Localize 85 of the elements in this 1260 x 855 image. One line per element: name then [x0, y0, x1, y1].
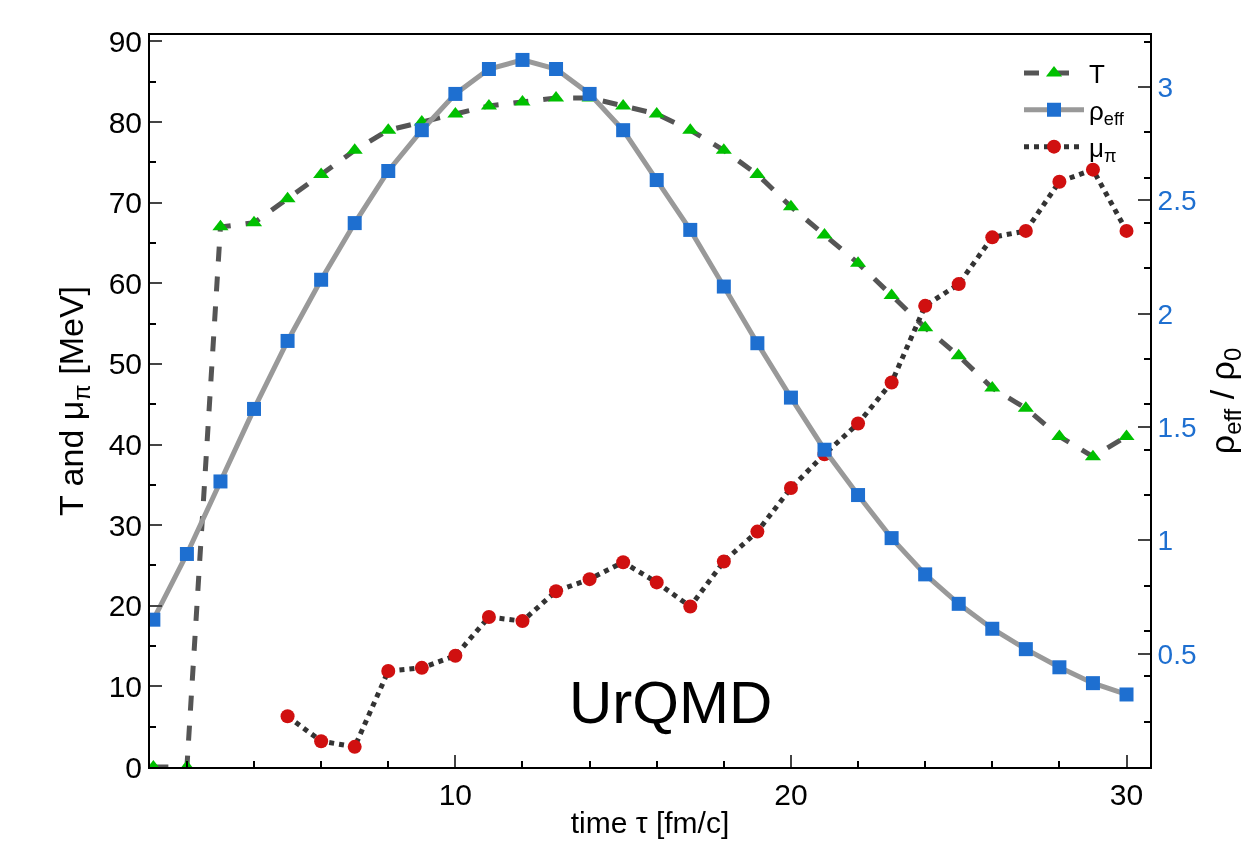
point [582, 572, 597, 587]
point [683, 222, 698, 237]
point [1119, 223, 1134, 238]
y-tick-label: 0 [125, 750, 142, 784]
point [750, 336, 765, 351]
y2-tick-label: 2.5 [1157, 185, 1197, 217]
point [347, 216, 362, 231]
point [212, 219, 229, 231]
point [851, 416, 866, 431]
y-tick-label: 70 [108, 186, 142, 220]
point [515, 52, 530, 67]
x-axis-title: time τ [fm/c] [570, 806, 730, 839]
point [314, 272, 329, 287]
legend-label: μ$_{π}$ [1089, 132, 1117, 167]
point [515, 614, 530, 629]
legend-label: ρ$_{eff}$ [1089, 95, 1125, 130]
point [1052, 660, 1067, 675]
point [918, 567, 933, 582]
point [280, 709, 295, 724]
point [279, 191, 296, 203]
point [213, 474, 228, 489]
point [582, 86, 597, 101]
point [280, 333, 295, 348]
point [314, 734, 329, 749]
y-tick-label: 40 [108, 428, 142, 462]
y2-tick-label: 1.5 [1157, 411, 1197, 443]
x-tick-label: 20 [774, 778, 808, 811]
legend-label: T [1089, 59, 1105, 90]
point [816, 227, 833, 239]
point [985, 230, 1000, 245]
point [549, 584, 564, 599]
point [414, 123, 429, 138]
y-tick-label: 80 [108, 105, 142, 139]
y2-tick-label: 1 [1157, 525, 1174, 557]
point [1085, 162, 1100, 177]
point [616, 123, 631, 138]
point [851, 488, 866, 503]
point [950, 348, 967, 360]
y2-tick-label: 2 [1157, 298, 1174, 330]
point [951, 277, 966, 292]
point [448, 86, 463, 101]
point [381, 163, 396, 178]
y2-tick-label: 0.5 [1157, 638, 1197, 670]
point [616, 555, 631, 570]
point [716, 279, 731, 294]
point [649, 173, 664, 188]
point [884, 375, 899, 390]
y-tick-label: 10 [108, 669, 142, 703]
x-tick-label: 10 [438, 778, 473, 811]
point [1119, 687, 1134, 702]
point [1052, 174, 1067, 189]
point [783, 481, 798, 496]
point [750, 524, 765, 539]
point [985, 621, 1000, 636]
point [1085, 676, 1100, 691]
point [649, 575, 664, 590]
point [481, 610, 496, 625]
y-tick-label: 60 [108, 266, 142, 300]
point [448, 648, 463, 663]
y-tick-label: 90 [108, 24, 142, 58]
x-tick-label: 30 [1109, 778, 1144, 811]
y-tick-label: 20 [108, 589, 142, 623]
annotation: UrQMD [569, 669, 773, 736]
point [414, 660, 429, 675]
point [951, 596, 966, 611]
point [783, 390, 798, 405]
point [179, 546, 194, 561]
y2-tick-label: 3 [1157, 71, 1174, 103]
point [817, 442, 832, 457]
point [481, 61, 496, 76]
point [716, 554, 731, 569]
point [917, 320, 934, 332]
point [514, 94, 531, 106]
point [247, 401, 262, 416]
point [884, 531, 899, 546]
point [347, 739, 362, 754]
y-tick-label: 30 [108, 508, 142, 542]
point [1018, 223, 1033, 238]
point [549, 61, 564, 76]
point [615, 98, 632, 110]
point [1018, 642, 1033, 657]
point [683, 599, 698, 614]
point [381, 664, 396, 679]
point [918, 298, 933, 313]
y-tick-label: 50 [108, 347, 142, 381]
